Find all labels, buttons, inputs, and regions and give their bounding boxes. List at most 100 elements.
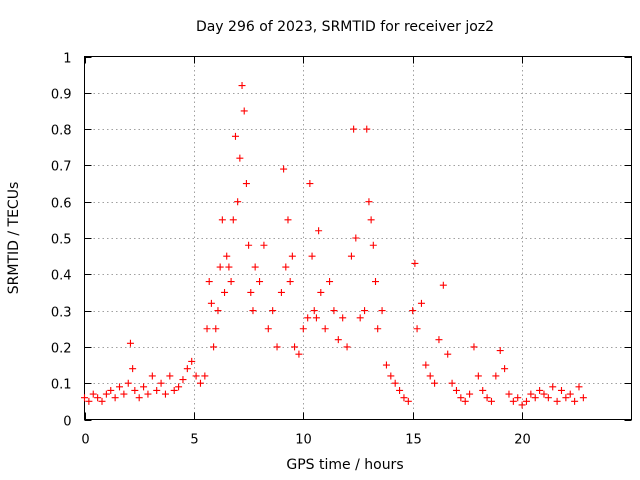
data-point bbox=[562, 394, 570, 402]
data-point bbox=[291, 343, 299, 351]
y-tick-label: 0.8 bbox=[51, 124, 72, 139]
data-point bbox=[295, 350, 303, 358]
data-point bbox=[549, 383, 557, 391]
axis-ticks: 00.10.20.30.40.50.60.70.80.910 5 10 15 20 bbox=[51, 52, 632, 448]
data-point bbox=[260, 241, 268, 249]
data-point bbox=[157, 379, 165, 387]
data-point bbox=[225, 263, 233, 271]
data-point bbox=[175, 383, 183, 391]
y-tick-label: 0.3 bbox=[51, 306, 72, 321]
data-point bbox=[203, 325, 211, 333]
data-point bbox=[135, 394, 143, 402]
data-point bbox=[247, 288, 255, 296]
data-point bbox=[264, 325, 272, 333]
data-point bbox=[107, 386, 115, 394]
data-point bbox=[470, 343, 478, 351]
data-point bbox=[483, 394, 491, 402]
y-tick-label: 0.7 bbox=[51, 160, 72, 175]
y-tick-label: 0.9 bbox=[51, 88, 72, 103]
data-point bbox=[129, 365, 137, 373]
data-point bbox=[396, 386, 404, 394]
data-point bbox=[557, 386, 565, 394]
data-point bbox=[231, 132, 239, 140]
data-point bbox=[553, 397, 561, 405]
data-point bbox=[98, 397, 106, 405]
data-point bbox=[249, 307, 257, 315]
data-point bbox=[514, 394, 522, 402]
data-point bbox=[273, 343, 281, 351]
data-point bbox=[227, 278, 235, 286]
data-point bbox=[413, 325, 421, 333]
data-point bbox=[308, 252, 316, 260]
data-point bbox=[496, 347, 504, 355]
data-point bbox=[280, 165, 288, 173]
data-point bbox=[579, 394, 587, 402]
data-point bbox=[284, 216, 292, 224]
chart-title: Day 296 of 2023, SRMTID for receiver joz… bbox=[196, 19, 494, 35]
data-point bbox=[126, 339, 134, 347]
data-point bbox=[391, 379, 399, 387]
y-tick-label: 0.1 bbox=[51, 378, 72, 393]
data-point bbox=[444, 350, 452, 358]
data-point bbox=[492, 372, 500, 380]
data-point bbox=[372, 278, 380, 286]
data-point bbox=[192, 372, 200, 380]
data-point bbox=[479, 386, 487, 394]
data-point bbox=[140, 383, 148, 391]
data-point bbox=[387, 372, 395, 380]
data-point bbox=[238, 82, 246, 90]
data-point bbox=[409, 307, 417, 315]
data-point bbox=[299, 325, 307, 333]
data-point bbox=[518, 401, 526, 409]
data-point bbox=[85, 397, 93, 405]
data-point bbox=[522, 397, 530, 405]
data-point bbox=[188, 357, 196, 365]
data-point bbox=[315, 227, 323, 235]
data-point bbox=[378, 307, 386, 315]
data-point bbox=[282, 263, 290, 271]
data-point bbox=[575, 383, 583, 391]
data-point bbox=[544, 394, 552, 402]
data-point bbox=[153, 386, 161, 394]
data-point bbox=[350, 125, 358, 133]
x-tick-label: 0 bbox=[81, 433, 89, 448]
data-point bbox=[411, 259, 419, 267]
data-point bbox=[334, 336, 342, 344]
data-point bbox=[352, 234, 360, 242]
data-point bbox=[124, 379, 132, 387]
data-point bbox=[361, 307, 369, 315]
data-point bbox=[343, 343, 351, 351]
data-point bbox=[531, 394, 539, 402]
y-tick-label: 0.5 bbox=[51, 233, 72, 248]
data-point bbox=[363, 125, 371, 133]
data-point bbox=[161, 390, 169, 398]
data-point bbox=[317, 288, 325, 296]
data-point bbox=[116, 383, 124, 391]
data-point bbox=[566, 390, 574, 398]
data-point bbox=[223, 252, 231, 260]
data-point bbox=[196, 379, 204, 387]
data-point bbox=[269, 307, 277, 315]
data-point bbox=[347, 252, 355, 260]
data-point bbox=[310, 307, 318, 315]
data-point bbox=[356, 314, 364, 322]
data-point bbox=[183, 365, 191, 373]
data-point bbox=[234, 198, 242, 206]
data-point bbox=[245, 241, 253, 249]
x-tick-label: 20 bbox=[514, 433, 531, 448]
data-point bbox=[431, 379, 439, 387]
data-point bbox=[201, 372, 209, 380]
y-tick-label: 0.4 bbox=[51, 269, 72, 284]
y-tick-label: 0 bbox=[63, 415, 71, 430]
data-point bbox=[210, 343, 218, 351]
x-axis-label: GPS time / hours bbox=[286, 457, 403, 473]
data-point bbox=[509, 397, 517, 405]
data-point bbox=[400, 394, 408, 402]
data-point bbox=[382, 361, 390, 369]
data-point bbox=[212, 325, 220, 333]
data-point bbox=[102, 390, 110, 398]
data-point bbox=[487, 397, 495, 405]
data-point bbox=[369, 241, 377, 249]
data-point bbox=[536, 386, 544, 394]
